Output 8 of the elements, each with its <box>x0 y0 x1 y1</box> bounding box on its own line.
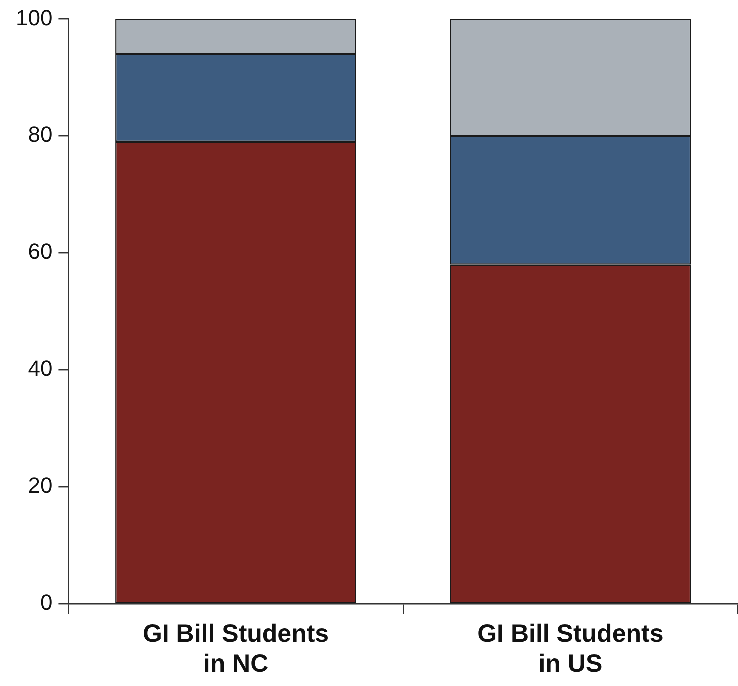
y-tick-label: 80 <box>28 122 53 148</box>
y-tick-label: 40 <box>28 356 53 382</box>
y-tick-label: 100 <box>16 5 53 30</box>
y-tick-label: 60 <box>28 239 53 264</box>
y-tick-label: 0 <box>40 590 53 616</box>
x-tick-label: GI Bill Students in NC <box>142 620 330 678</box>
x-tick-label: GI Bill Students in US <box>478 620 664 678</box>
y-tick-label: 20 <box>28 473 53 498</box>
